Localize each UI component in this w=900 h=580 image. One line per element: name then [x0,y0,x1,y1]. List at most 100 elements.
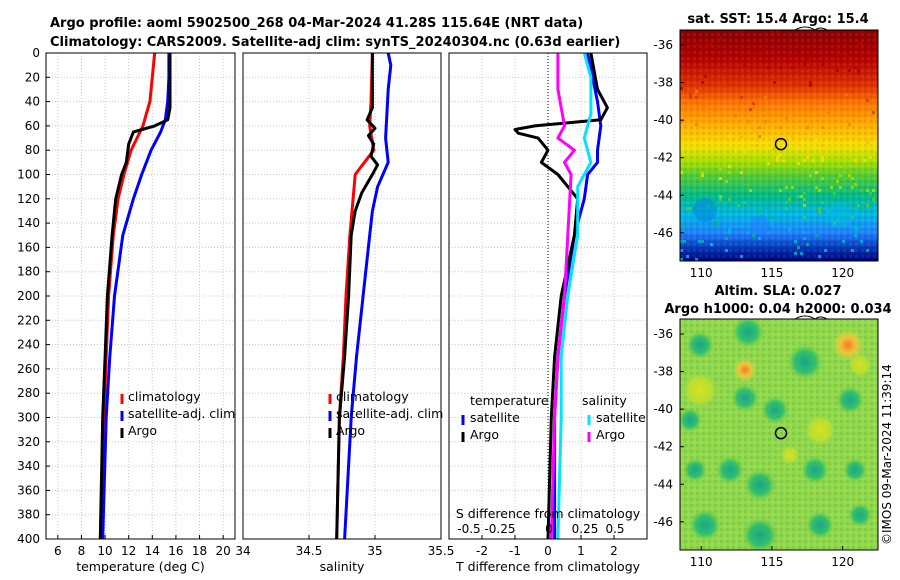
sst-map-frame [679,29,879,262]
depth-tick-label: 220 [17,313,40,327]
x2-axis-label: S difference from climatology [456,506,641,521]
xtick-label: 2 [610,544,618,558]
legend-label: Argo [336,423,365,438]
lat-tick-label: -38 [653,365,673,379]
xtick-label: 6 [54,544,62,558]
depth-tick-label: 40 [25,95,40,109]
depth-tick-label: 240 [17,338,40,352]
s-tick-label: 0.25 [572,522,599,536]
lat-tick-label: -46 [653,226,673,240]
xtick-label: 34.5 [296,544,323,558]
xtick-label: 14 [145,544,160,558]
depth-tick-label: 260 [17,362,40,376]
depth-tick-label: 360 [17,483,40,497]
temperature-panel: 6 8 10 12 14 16 18 20 temperature (deg C) [45,52,236,574]
depth-tick-label: 320 [17,435,40,449]
legend-label: satellite-adj. clim [128,406,235,421]
depth-tick-label: 120 [17,192,40,206]
lat-tick-label: -44 [653,188,673,202]
lat-tick-label: -36 [653,327,673,341]
lon-tick-label: 115 [760,266,783,280]
depth-axis: 0 20 40 60 80 100 120 140 160 180 200 220 240 260 280 3… [17,46,50,546]
xtick-label: 34 [235,544,250,558]
s-tick-label: -0.25 [484,522,515,536]
legend-label: satellite [596,410,646,425]
imos-credit: ©IMOS 09-Mar-2024 11:39:14 [880,364,894,545]
xtick-label: 20 [216,544,231,558]
x-axis-label: temperature (deg C) [76,559,205,574]
series-t-argo [513,52,609,540]
sla-map-field [680,319,878,550]
figure-title-line2: Climatology: CARS2009. Satellite-adj cli… [50,35,620,50]
lat-tick-label: -42 [653,151,673,165]
lat-tick-label: -44 [653,477,673,491]
xtick-label: -1 [509,544,521,558]
sla-map-title-line2: Argo h1000: 0.04 h2000: 0.034 [664,302,891,317]
s-tick-label: 0.5 [605,522,624,536]
lon-tick-label: 120 [831,555,854,569]
xtick-label: 35 [367,544,382,558]
series-s-argo [549,53,576,540]
legend-difference: temperature salinity satellite Argo satellit… [456,393,646,536]
sst-map-ticks: 110 115 120 -36 -38 -40 -42 -44 -46 [653,38,854,280]
legend-panel-1: climatology satellite-adj. clim Argo [328,389,443,438]
s-tick-label: -0.5 [457,522,480,536]
lon-tick-label: 120 [831,266,854,280]
series-argo [98,53,172,540]
lat-tick-label: -40 [653,402,673,416]
sla-map-frame [679,318,879,551]
sla-map-ticks: 110 115 120 -36 -38 -40 -42 -44 -46 [653,327,854,569]
depth-tick-label: 380 [17,508,40,522]
legend-salinity-title: salinity [582,393,627,408]
depth-tick-label: 140 [17,216,40,230]
legend-label: climatology [336,389,409,404]
depth-tick-label: 340 [17,459,40,473]
xtick-label: 8 [78,544,86,558]
xtick-label: 1 [577,544,585,558]
salinity-panel-frame [242,52,442,540]
sla-argo-location-marker [774,426,788,440]
sla-coastline [794,315,828,320]
series-s-satellite [556,52,593,540]
legend-label: climatology [128,389,201,404]
depth-tick-label: 160 [17,240,40,254]
xtick-label: 12 [121,544,136,558]
sst-coastline [794,26,828,31]
depth-tick-label: 300 [17,411,40,425]
xtick-label: 10 [97,544,112,558]
figure-title-line1: Argo profile: aoml 5902500_268 04-Mar-20… [50,16,583,31]
xtick-label: 35.5 [428,544,455,558]
depth-tick-label: 100 [17,168,40,182]
sst-map-title: sat. SST: 15.4 Argo: 15.4 [687,12,868,27]
xtick-label: 18 [192,544,207,558]
depth-tick-label: 180 [17,265,40,279]
legend-label: Argo [596,427,625,442]
lat-tick-label: -36 [653,38,673,52]
series-satellite-adj-clim [343,52,393,540]
sst-map-field [680,30,878,261]
lat-tick-label: -42 [653,440,673,454]
lon-tick-label: 110 [690,555,713,569]
depth-tick-label: 60 [25,119,40,133]
legend-label: Argo [470,427,499,442]
sst-map: sat. SST: 15.4 Argo: 15.4 110 115 120 -36 -3… [653,12,879,280]
xtick-label: 16 [168,544,183,558]
lon-tick-label: 115 [760,555,783,569]
lat-tick-label: -46 [653,515,673,529]
depth-tick-label: 80 [25,143,40,157]
s-tick-label: 0 [545,522,553,536]
series-argo [335,53,380,540]
depth-tick-label: 0 [32,46,40,60]
depth-tick-label: 20 [25,70,40,84]
lon-tick-label: 110 [690,266,713,280]
salinity-panel: 34 34.5 35 35.5 salinity [235,52,455,574]
xtick-label: -2 [476,544,488,558]
legend-label: Argo [128,423,157,438]
legend-temperature-title: temperature [470,393,549,408]
difference-panel: -2 -1 0 1 2T difference from climatology [448,52,648,574]
legend-label: satellite-adj. clim [336,406,443,421]
depth-tick-label: 400 [17,532,40,546]
xtick-label: 0 [544,544,552,558]
